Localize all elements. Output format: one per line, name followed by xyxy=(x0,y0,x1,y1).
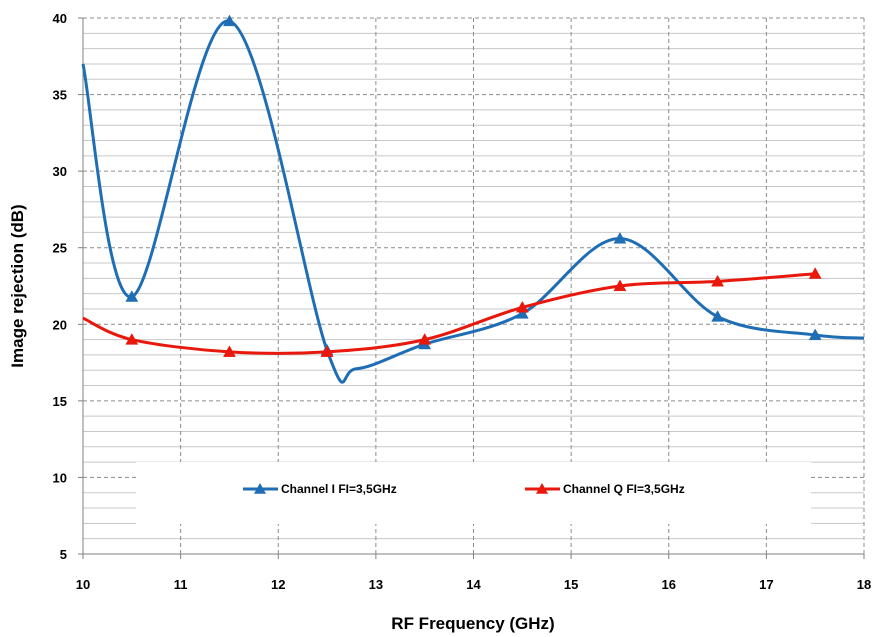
series-channel-q xyxy=(82,267,822,357)
data-point-marker xyxy=(515,300,529,313)
data-point-marker xyxy=(711,310,724,322)
x-tick-labels: 10 11 12 13 14 15 16 17 18 xyxy=(76,577,871,592)
legend-label: Channel I FI=3,5GHz xyxy=(281,482,397,496)
data-point-marker xyxy=(223,14,236,27)
x-tick-label: 18 xyxy=(857,577,871,592)
data-point-marker xyxy=(808,328,822,341)
x-tick-label: 11 xyxy=(174,577,188,592)
data-point-marker xyxy=(515,307,529,319)
y-tick-label: 20 xyxy=(53,317,67,332)
legend: Channel I FI=3,5GHz Channel Q FI=3,5GHz xyxy=(136,462,811,524)
y-tick-labels: 5 10 15 20 25 30 35 40 xyxy=(53,11,67,562)
y-tick-label: 10 xyxy=(53,470,67,485)
series-line xyxy=(82,272,816,355)
y-tick-label: 35 xyxy=(53,88,67,103)
data-point-marker xyxy=(320,345,334,357)
legend-marker xyxy=(536,483,548,494)
x-tick-label: 15 xyxy=(564,577,578,592)
axes xyxy=(78,17,865,559)
series-layer xyxy=(81,14,865,384)
x-tick-label: 14 xyxy=(466,577,481,592)
x-tick-label: 13 xyxy=(369,577,383,592)
y-tick-label: 40 xyxy=(53,11,67,26)
data-point-marker xyxy=(223,345,236,357)
x-tick-label: 16 xyxy=(662,577,676,592)
legend-marker xyxy=(254,483,266,494)
y-tick-label: 5 xyxy=(60,547,67,562)
y-tick-label: 25 xyxy=(53,241,67,256)
series-line xyxy=(81,19,865,384)
x-tick-label: 17 xyxy=(759,577,773,592)
data-point-marker xyxy=(711,274,724,287)
data-point-marker xyxy=(125,333,139,345)
legend-box xyxy=(136,462,811,524)
x-tick-label: 10 xyxy=(76,577,90,592)
x-tick-label: 12 xyxy=(271,577,285,592)
y-axis-title: Image rejection (dB) xyxy=(8,204,27,367)
x-axis-title: RF Frequency (GHz) xyxy=(391,614,554,633)
legend-label: Channel Q FI=3,5GHz xyxy=(563,482,685,496)
y-tick-label: 15 xyxy=(53,394,67,409)
data-point-marker xyxy=(418,333,432,345)
y-tick-label: 30 xyxy=(53,164,67,179)
data-point-marker xyxy=(613,279,627,292)
data-point-marker xyxy=(125,290,139,302)
data-point-marker xyxy=(613,232,627,244)
major-gridlines xyxy=(83,17,865,554)
data-point-marker xyxy=(808,267,822,279)
